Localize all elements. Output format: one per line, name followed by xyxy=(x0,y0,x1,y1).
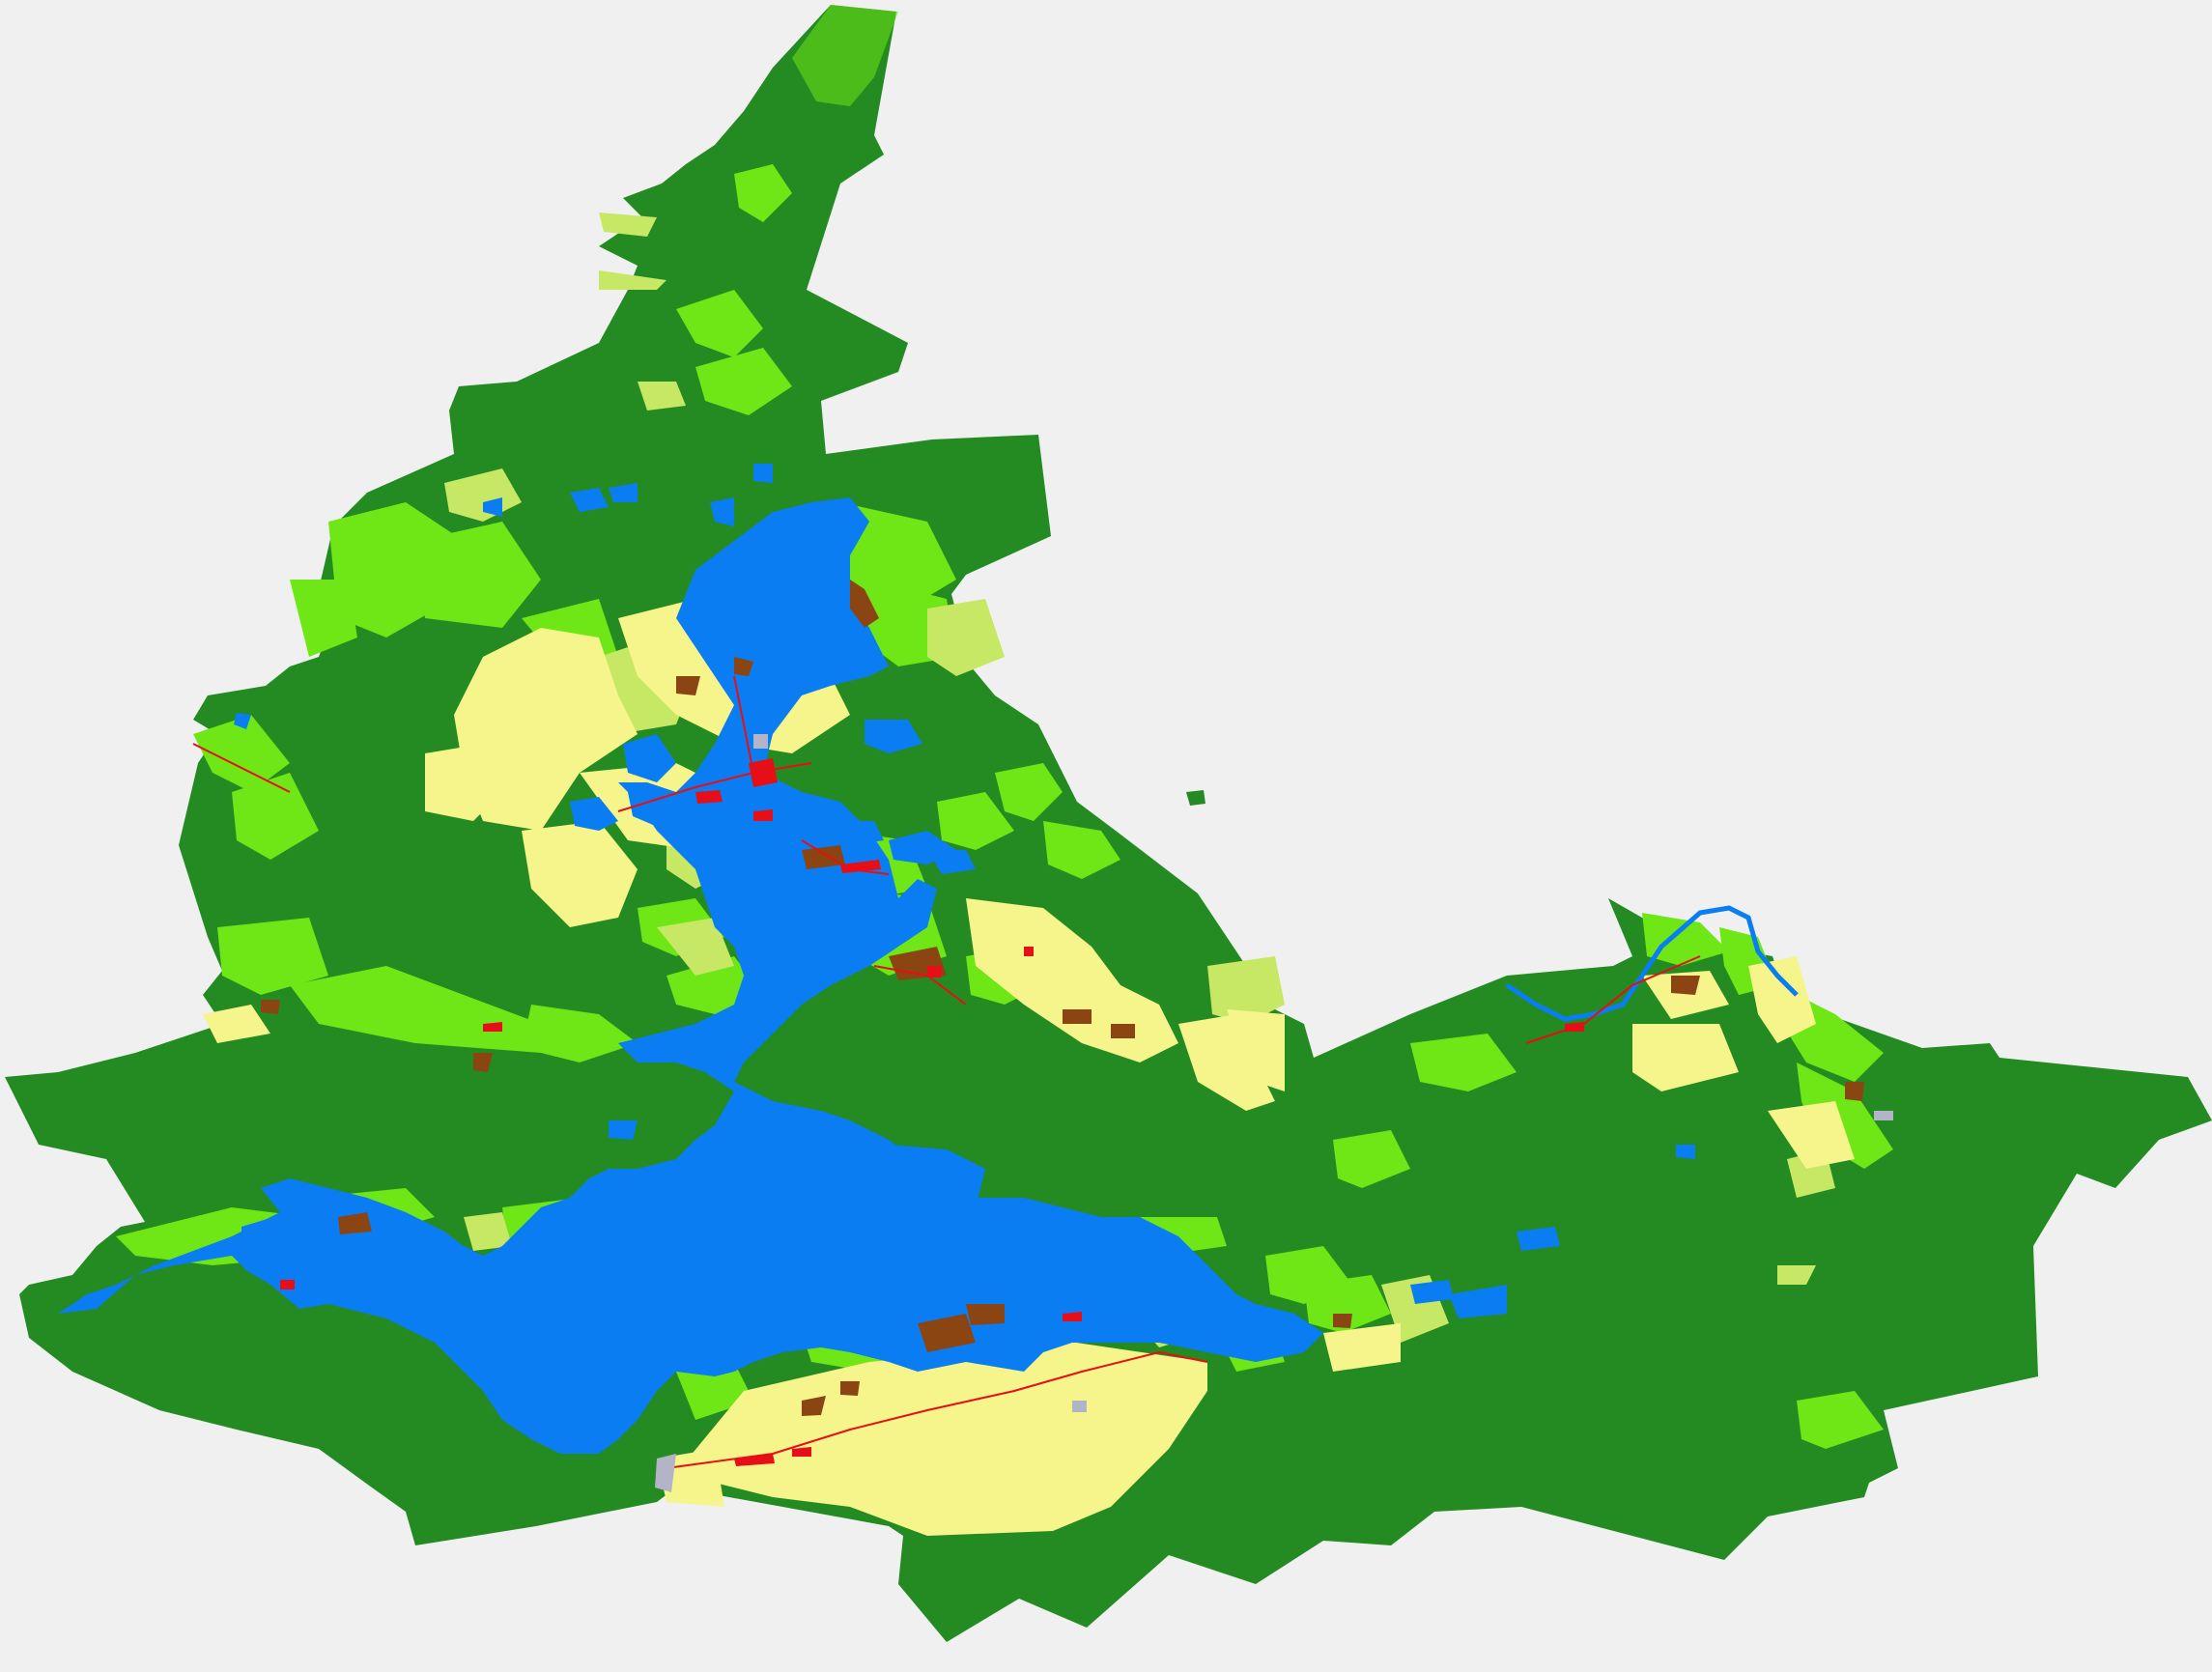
barren-layer xyxy=(655,734,1893,1492)
river xyxy=(1505,905,1799,1022)
water-layer xyxy=(58,464,1695,1454)
builtup-layer xyxy=(280,758,1584,1466)
main-lake xyxy=(58,497,1323,1454)
forest-patch xyxy=(1186,790,1205,806)
road-layer xyxy=(192,675,1701,1469)
